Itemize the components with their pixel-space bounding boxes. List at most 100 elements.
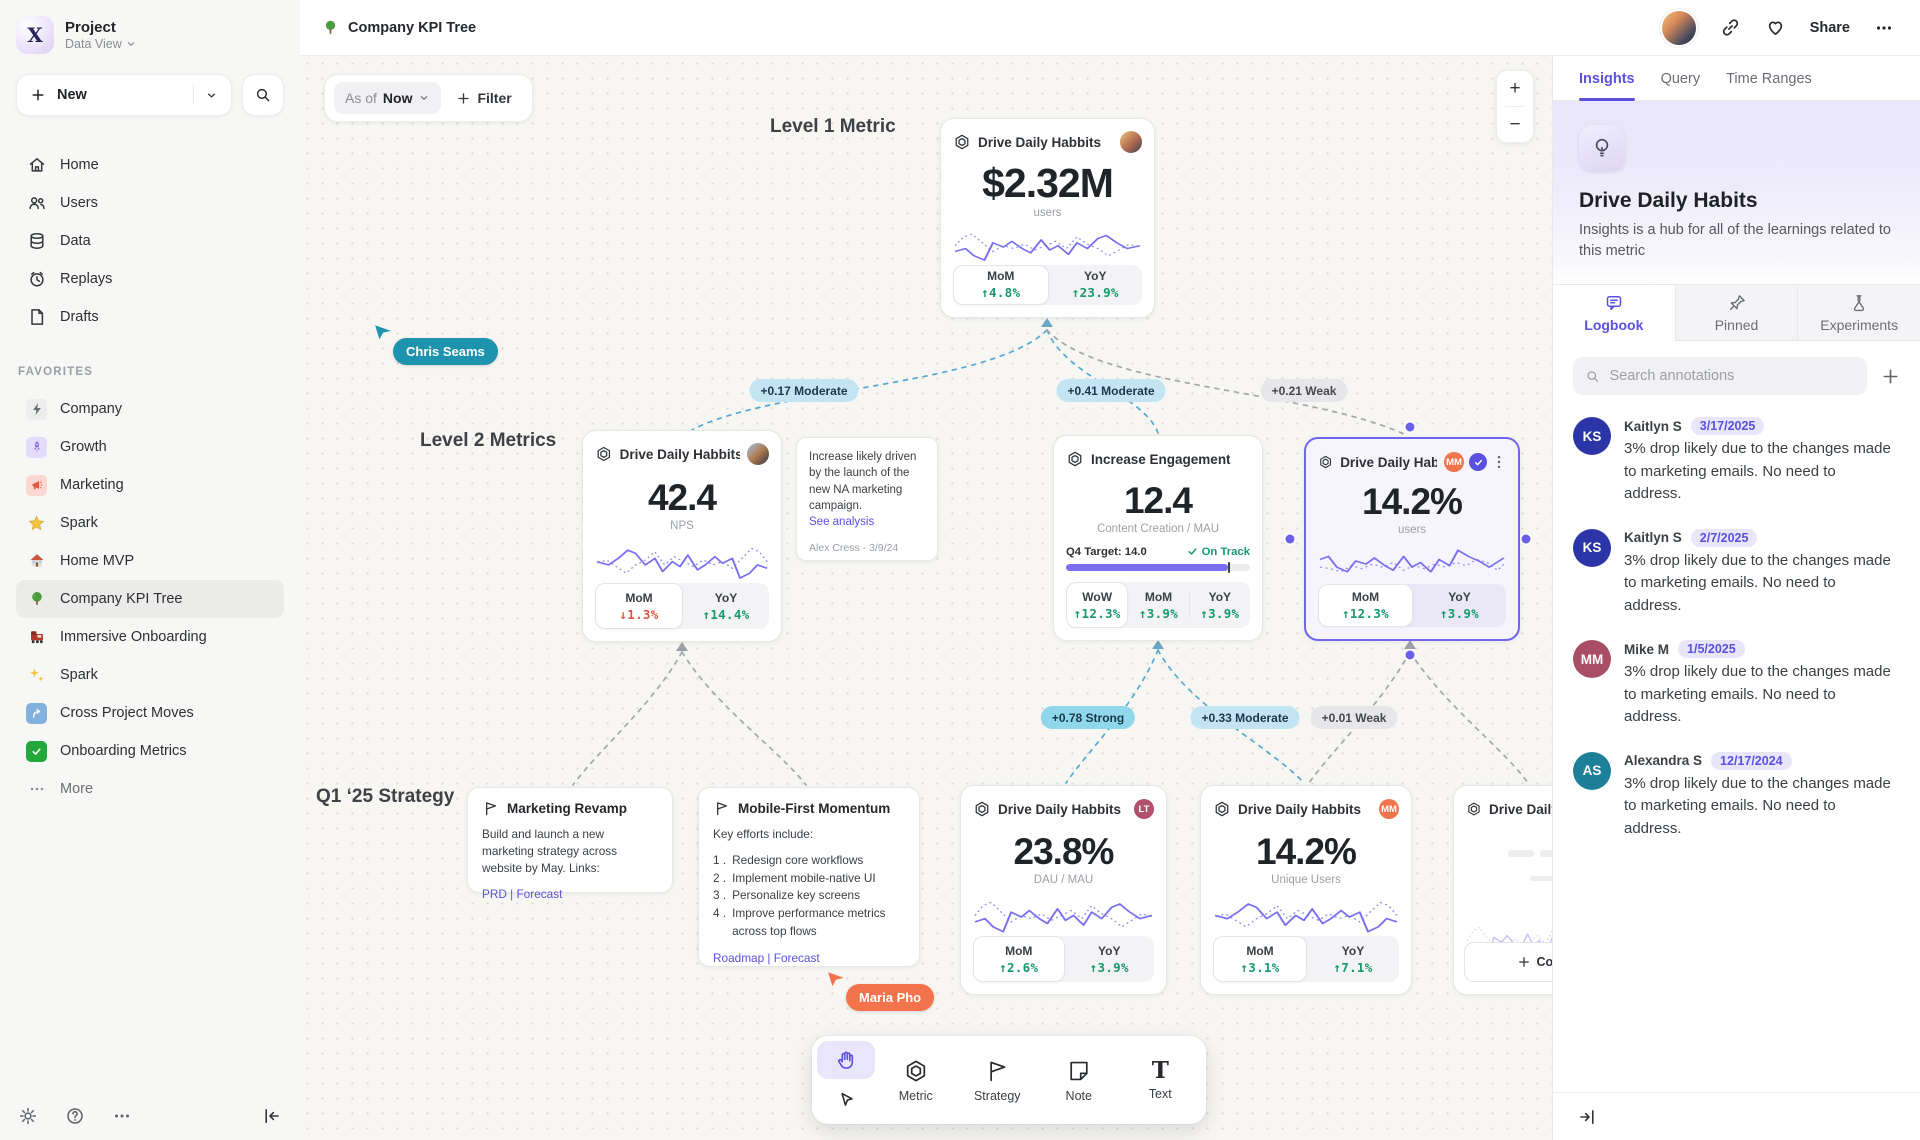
sidebar-item-users[interactable]: Users [16, 184, 284, 222]
search-icon [1587, 370, 1599, 382]
help-icon[interactable] [65, 1106, 85, 1126]
sidebar-item-company-kpi-tree[interactable]: Company KPI Tree [16, 580, 284, 618]
metric-card-level1[interactable]: Drive Daily Habbits $2.32M users MoM ↑4.8… [940, 118, 1155, 318]
selection-handle[interactable] [1405, 422, 1415, 432]
metric-card-selected[interactable]: Drive Daily Habb.. MM 14.2% users MoM↑12… [1304, 437, 1520, 641]
selection-handle[interactable] [1285, 534, 1295, 544]
sidebar-item-home[interactable]: Home [16, 146, 284, 184]
metric-tool-button[interactable]: Metric [875, 1041, 957, 1119]
strategy-tool-button[interactable]: Strategy [957, 1041, 1039, 1119]
strategy-links[interactable]: Roadmap | Forecast [713, 950, 820, 965]
metric-hexagon-icon [955, 134, 969, 150]
user-avatar[interactable] [1661, 10, 1696, 45]
mom-toggle[interactable]: MoM ↑3.1% [1213, 936, 1307, 982]
kebab-menu-icon[interactable] [1492, 454, 1506, 470]
search-button[interactable] [242, 74, 284, 116]
connect-button[interactable]: Connect [1464, 942, 1552, 982]
tab-time-ranges[interactable]: Time Ranges [1726, 71, 1812, 87]
hand-tool-button[interactable] [817, 1041, 875, 1079]
metric-card-unique-users[interactable]: Drive Daily Habbits MM 14.2% Unique User… [1200, 785, 1412, 995]
chevron-down-icon[interactable] [205, 89, 218, 102]
app-logo: X [16, 16, 54, 54]
mom-toggle[interactable]: MoM ↑2.6% [973, 936, 1065, 982]
project-switcher[interactable]: X Project Data View [16, 16, 284, 54]
sidebar-item-spark-star[interactable]: Spark [16, 504, 284, 542]
share-button[interactable]: Share [1809, 19, 1850, 36]
bolt-icon [32, 403, 41, 415]
sidebar-item-cross-project-moves[interactable]: Cross Project Moves [16, 694, 284, 732]
new-button[interactable]: New [16, 74, 232, 116]
strategy-links[interactable]: PRD | Forecast [482, 887, 563, 902]
mom-toggle[interactable]: MoM ↓1.3% [595, 583, 683, 629]
annotation-item[interactable]: AS Alexandra S 12/17/2024 3% drop likely … [1573, 751, 1896, 841]
sparkline-chart [954, 233, 1141, 261]
yoy-toggle[interactable]: YoY ↑7.1% [1333, 943, 1373, 975]
sidebar-item-more[interactable]: More [16, 770, 284, 808]
metric-card-dau[interactable]: Drive Daily Habbits LT 23.8% DAU / MAU M… [960, 785, 1167, 995]
sidebar-item-replays[interactable]: Replays [16, 260, 284, 298]
strategy-card-mobile-first[interactable]: Mobile-First Momentum Key efforts includ… [698, 787, 920, 967]
note-tool-button[interactable]: Note [1038, 1041, 1120, 1119]
yoy-toggle[interactable]: YoY ↑23.9% [1071, 269, 1119, 301]
subtab-logbook[interactable]: Logbook [1553, 285, 1675, 342]
sidebar-item-marketing[interactable]: Marketing [16, 466, 284, 504]
collapse-panel-icon[interactable] [1577, 1107, 1597, 1127]
sidebar-item-data[interactable]: Data [16, 222, 284, 260]
kpi-tree-canvas[interactable]: Level 1 Metric Level 2 Metrics Q1 ‘25 St… [300, 56, 1552, 1140]
select-tool-button[interactable] [817, 1081, 875, 1119]
yoy-toggle[interactable]: YoY ↑3.9% [1200, 589, 1240, 621]
tab-query[interactable]: Query [1660, 71, 1701, 87]
owner-badge: MM [1444, 452, 1464, 472]
edge-label: +0.17 Moderate [749, 379, 859, 402]
annotation-item[interactable]: MM Mike M 1/5/2025 3% drop likely due to … [1573, 640, 1896, 729]
add-filter-button[interactable]: Filter [445, 90, 522, 106]
annotation-item[interactable]: KS Kaitlyn S 3/17/2025 3% drop likely due… [1573, 417, 1896, 506]
zoom-out-button[interactable]: − [1509, 113, 1521, 135]
star-icon [28, 514, 45, 530]
settings-gear-icon[interactable] [18, 1106, 38, 1126]
mom-toggle[interactable]: MoM ↑12.3% [1318, 583, 1413, 627]
add-annotation-icon[interactable] [1881, 367, 1900, 386]
sidebar-item-company[interactable]: Company [16, 390, 284, 428]
sidebar-item-home-mvp[interactable]: Home MVP [16, 542, 284, 580]
metric-card-nps[interactable]: Drive Daily Habbits 42.4 NPS MoM ↓1.3% Yo… [582, 430, 782, 642]
selection-handle[interactable] [1521, 534, 1531, 544]
more-options-icon[interactable] [112, 1106, 132, 1126]
collaborator-cursor-icon [828, 972, 844, 987]
sidebar-item-drafts[interactable]: Drafts [16, 298, 284, 336]
flag-icon [990, 1061, 1006, 1081]
sidebar-item-growth[interactable]: Growth [16, 428, 284, 466]
sidebar-item-immersive-onboarding[interactable]: Immersive Onboarding [16, 618, 284, 656]
note-card[interactable]: Increase likely driven by the launch of … [796, 437, 938, 561]
see-analysis-link[interactable]: See analysis [809, 516, 875, 529]
annotation-item[interactable]: KS Kaitlyn S 2/7/2025 3% drop likely due … [1573, 528, 1896, 618]
text-tool-button[interactable]: T Text [1148, 1057, 1172, 1101]
mom-toggle[interactable]: MoM ↑4.8% [953, 264, 1049, 305]
tab-insights[interactable]: Insights [1579, 56, 1635, 101]
yoy-toggle[interactable]: YoY ↑14.4% [702, 590, 750, 622]
zoom-in-button[interactable]: + [1509, 77, 1521, 99]
sidebar-item-onboarding-metrics[interactable]: Onboarding Metrics [16, 732, 284, 770]
copy-link-icon[interactable] [1720, 17, 1741, 38]
annotation-search-input[interactable] [1609, 368, 1855, 385]
sidebar-item-spark-sparkles[interactable]: Spark [16, 656, 284, 694]
sidebar-item-label: Onboarding Metrics [60, 743, 187, 759]
yoy-toggle[interactable]: YoY ↑3.9% [1089, 943, 1129, 975]
metric-unit: Content Creation / MAU [1096, 522, 1220, 535]
sparkline-chart [1214, 901, 1398, 933]
as-of-dropdown[interactable]: As of Now [334, 82, 442, 114]
subtab-pinned[interactable]: Pinned [1674, 285, 1798, 342]
plus-icon [32, 89, 44, 101]
wow-toggle[interactable]: WoW ↑12.3% [1066, 582, 1129, 628]
subtab-experiments[interactable]: Experiments [1797, 285, 1920, 342]
annotation-search[interactable] [1573, 357, 1867, 396]
collapse-sidebar-icon[interactable] [262, 1106, 282, 1126]
yoy-toggle[interactable]: YoY ↑3.9% [1439, 589, 1480, 621]
selection-handle[interactable] [1405, 650, 1415, 660]
mom-toggle[interactable]: MoM ↑3.9% [1138, 589, 1179, 621]
strategy-card-marketing-revamp[interactable]: Marketing Revamp Build and launch a new … [467, 787, 673, 901]
metric-card-engagement[interactable]: Increase Engagement 12.4 Content Creatio… [1053, 435, 1263, 641]
more-options-icon[interactable] [1874, 18, 1894, 38]
metric-card-partial[interactable]: Drive Daily Habbits Connect [1453, 785, 1552, 995]
favorite-heart-icon[interactable] [1765, 17, 1786, 38]
